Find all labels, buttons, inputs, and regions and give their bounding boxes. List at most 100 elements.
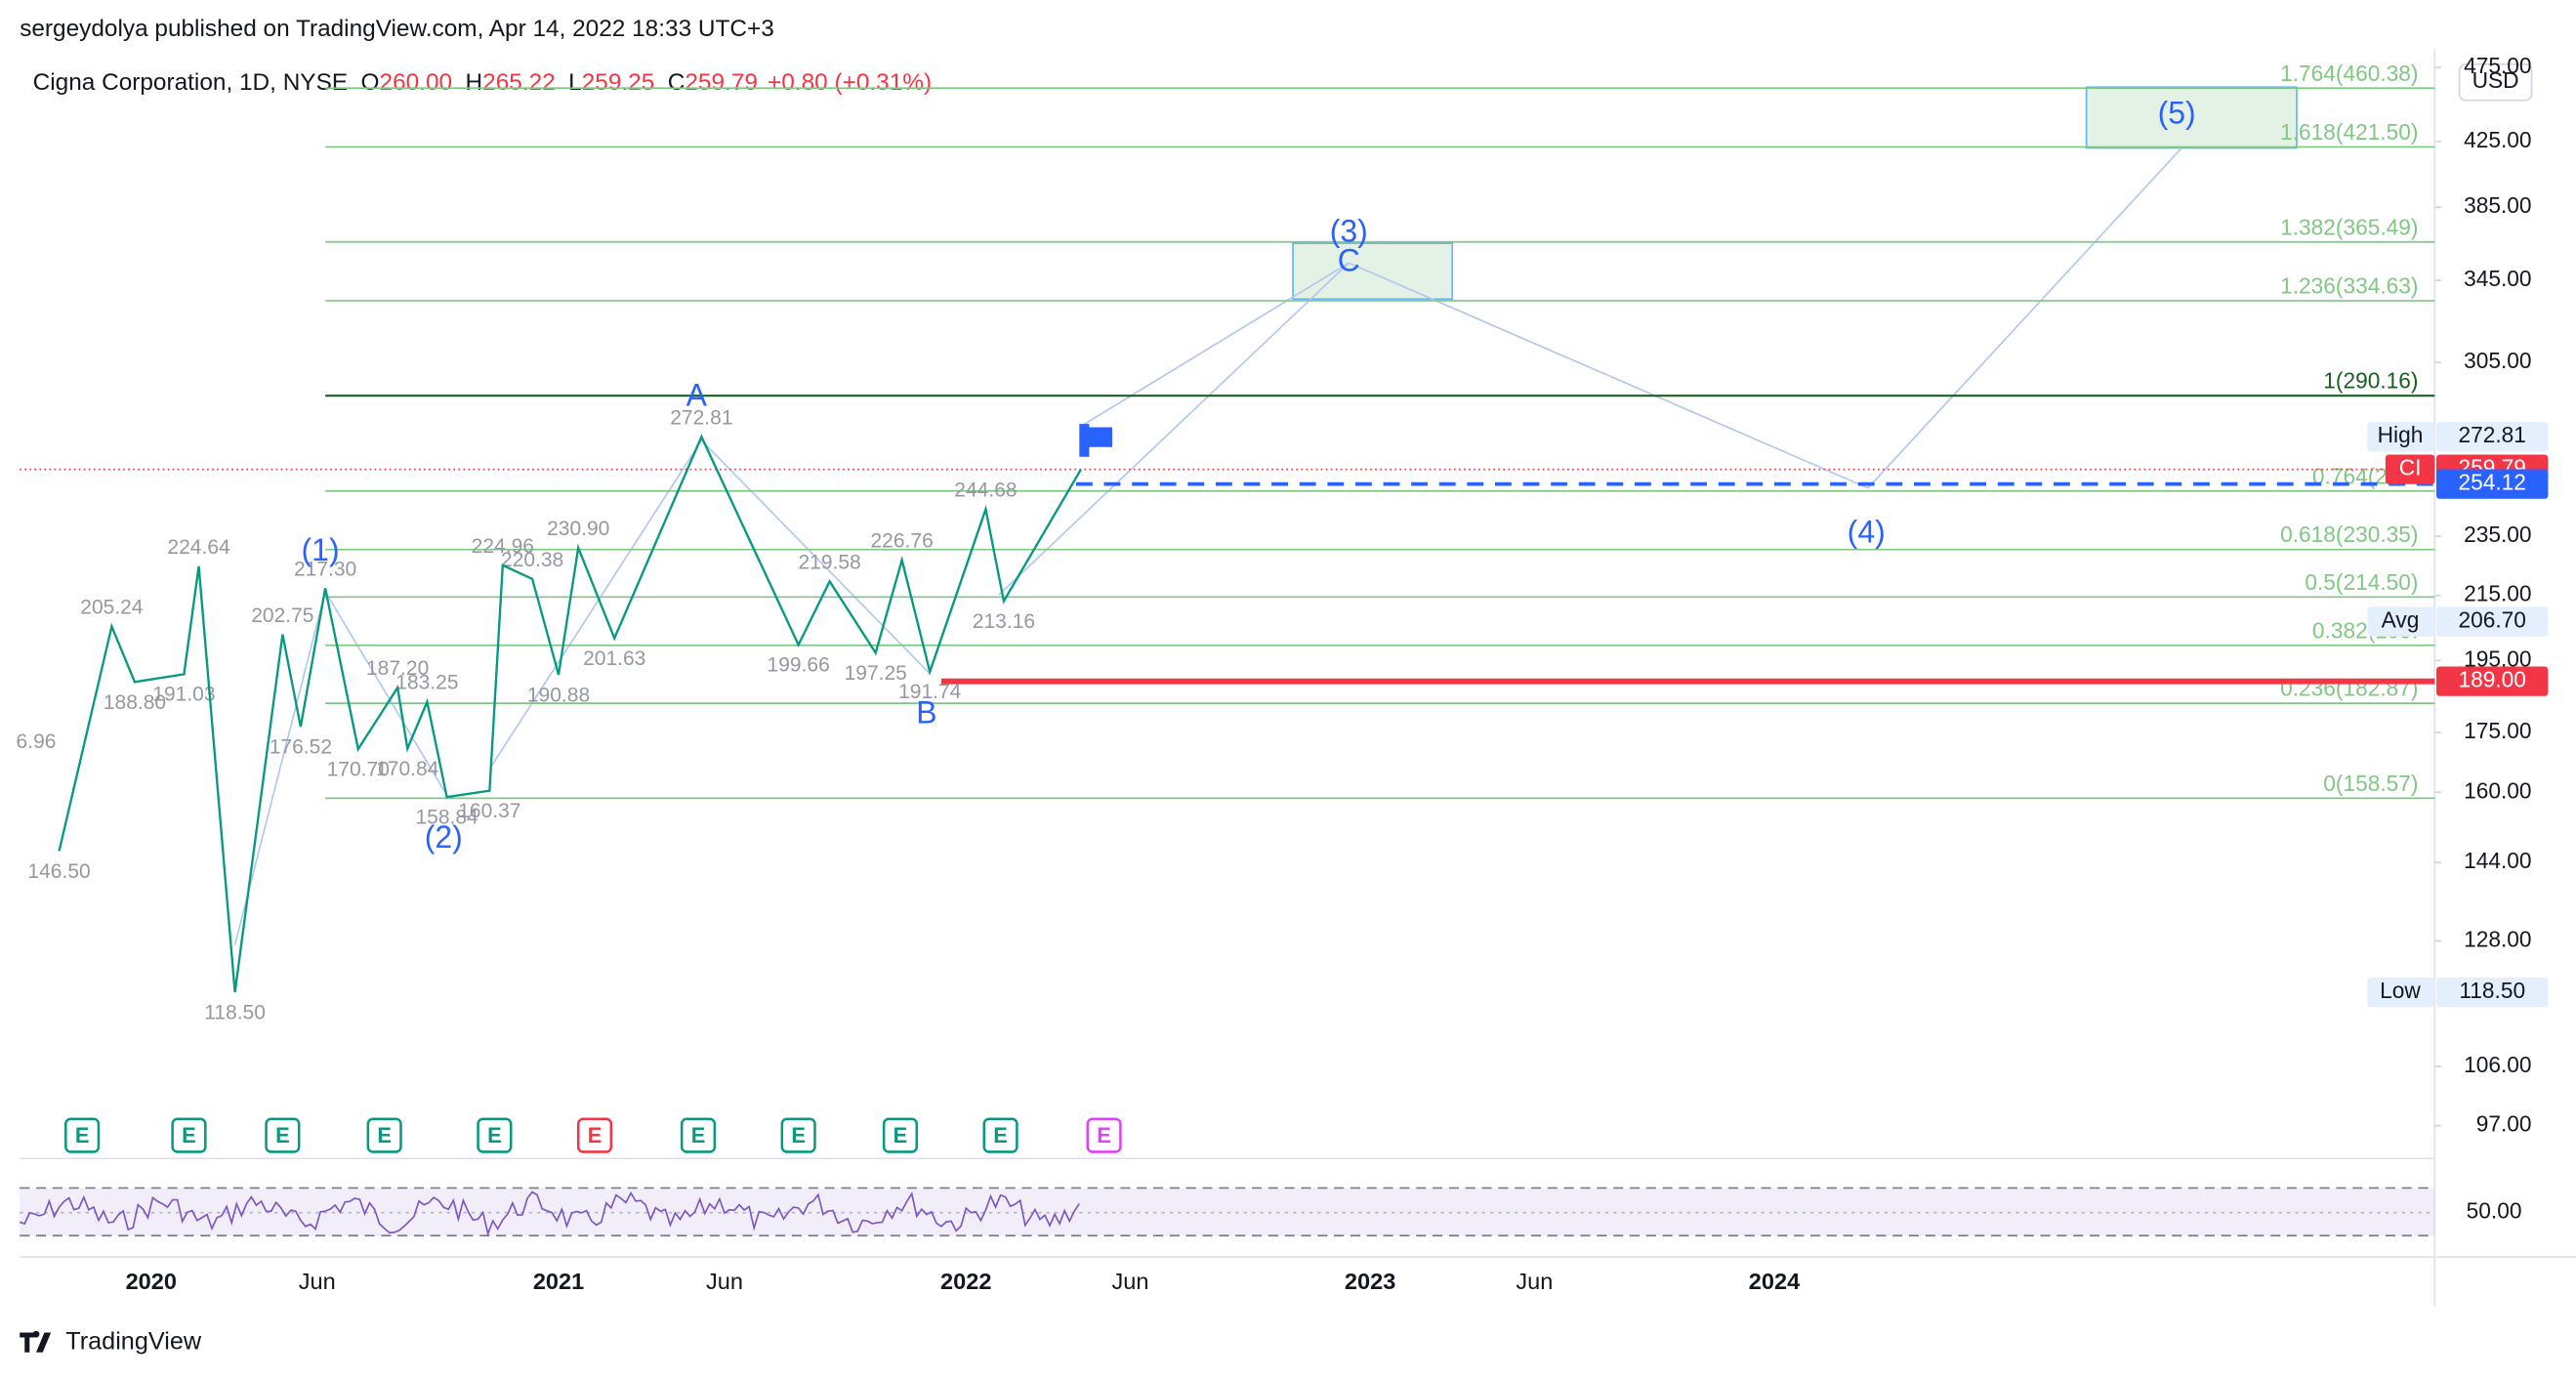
earnings-badge (680, 1117, 717, 1153)
projection-line (1348, 262, 1869, 489)
swing-label: 191.03 (152, 684, 215, 706)
fib-label: 1.382(365.49) (2280, 214, 2418, 239)
earnings-letter: E (487, 1123, 502, 1148)
badge-name: Low (2380, 978, 2421, 1003)
price-tick-label: 128.00 (2464, 926, 2531, 951)
time-label: Jun (706, 1269, 743, 1294)
earnings-letter: E (791, 1123, 806, 1148)
price-badge-label: 254.12 (2458, 470, 2525, 495)
price-tick-label: 215.00 (2464, 581, 2531, 606)
time-label: 2020 (126, 1269, 177, 1294)
wave-label: (4) (1848, 514, 1886, 549)
time-label: Jun (1112, 1269, 1149, 1294)
symbol-line: Cigna Corporation, 1D, NYSE O260.00 H265.2… (33, 69, 932, 96)
tradingview-logo (20, 1330, 52, 1353)
ohlc-value: 259.79 (685, 69, 758, 96)
badge-name-box (2385, 454, 2435, 484)
earnings-badge (780, 1117, 816, 1153)
swing-label: 244.68 (954, 480, 1017, 502)
price-tick-label: 345.00 (2464, 266, 2531, 291)
price-tick-label: 235.00 (2464, 522, 2531, 547)
swing-label: 146.50 (27, 860, 90, 883)
brand: TradingView (65, 1327, 202, 1355)
swing-label: 191.74 (898, 681, 962, 703)
swing-label: 187.20 (366, 657, 429, 680)
earnings-letter: E (1097, 1123, 1111, 1148)
currency[interactable]: USD (2472, 67, 2519, 93)
price-tick-label: 475.00 (2464, 53, 2531, 78)
price-tick-label: 385.00 (2464, 192, 2531, 218)
logo-mark (20, 1330, 52, 1353)
price-badge-label: 189.00 (2458, 667, 2525, 692)
target-box-5 (2085, 86, 2298, 149)
swing-label: 6.96 (17, 730, 57, 753)
time-label: 2024 (1749, 1269, 1800, 1294)
swing-label: 205.24 (80, 596, 144, 618)
fib-label: 0.618(230.35) (2280, 522, 2418, 547)
badge-name: CI (2399, 455, 2422, 480)
symbol: Cigna Corporation, 1D, NYSE (33, 69, 348, 96)
badge-name: Avg (2382, 607, 2420, 633)
wave-label: (5) (2158, 95, 2196, 130)
earnings-badge (1086, 1117, 1122, 1153)
swing-label: 188.80 (104, 691, 166, 714)
swing-label: 213.16 (973, 610, 1035, 633)
fib-label: 1.618(421.50) (2280, 119, 2418, 145)
earnings-letter: E (588, 1123, 602, 1148)
badge-name-box (2367, 606, 2435, 637)
swing-label: 183.25 (395, 672, 458, 694)
swing-label: 217.30 (294, 558, 356, 580)
swing-label: 190.88 (527, 684, 590, 706)
ohlc-key: C (668, 69, 686, 96)
projection-line (700, 439, 931, 675)
swing-label: 197.25 (845, 662, 907, 685)
earnings-letter: E (377, 1123, 392, 1148)
wave-label: C (1338, 243, 1360, 278)
badge-name-box (2367, 977, 2435, 1008)
projection-line (1078, 262, 1350, 429)
price-tick-label: 97.00 (2476, 1111, 2532, 1137)
swing-label: 199.66 (768, 654, 830, 677)
price-badge-label: 118.50 (2459, 978, 2525, 1003)
price-badge-label: 272.81 (2458, 422, 2525, 447)
change: +0.80 (+0.31%) (768, 69, 932, 96)
rsi-level-label: 50.00 (2467, 1198, 2522, 1224)
time-label: 2022 (940, 1269, 991, 1294)
ohlc-key: H (466, 69, 483, 96)
swing-label: 230.90 (547, 518, 609, 540)
swing-label: 176.52 (270, 736, 332, 759)
earnings-badge (982, 1117, 1018, 1153)
earnings-badge (576, 1117, 613, 1153)
swing-label: 170.70 (327, 759, 390, 781)
time-label: 2023 (1345, 1269, 1395, 1294)
currency-button[interactable] (2458, 63, 2533, 102)
price-tick-label: 305.00 (2464, 348, 2531, 373)
time-label: Jun (1516, 1269, 1553, 1294)
flag (1079, 424, 1112, 457)
swing-label: 272.81 (670, 406, 732, 429)
byline: sergeydolya published on TradingView.com… (20, 16, 774, 42)
ohlc-value: 265.22 (482, 69, 556, 96)
price-badge-label: 206.70 (2458, 607, 2525, 633)
earnings-badge (366, 1117, 402, 1153)
price-badge (2435, 469, 2549, 499)
price-badge (2435, 977, 2549, 1008)
swing-label: 220.38 (501, 549, 563, 571)
fib-label: 1(290.16) (2323, 368, 2418, 394)
price-tick-label: 144.00 (2464, 848, 2531, 873)
earnings-letter: E (75, 1123, 90, 1148)
swing-label: 219.58 (798, 551, 860, 573)
price-tick-label: 175.00 (2464, 718, 2531, 743)
swing-label: 160.37 (458, 800, 520, 822)
swing-label: 202.75 (251, 605, 313, 627)
swing-label: 224.64 (167, 536, 230, 559)
swing-label: 170.84 (376, 758, 439, 780)
earnings-badge (171, 1117, 207, 1153)
wave-label: B (916, 694, 936, 730)
swing-label: 226.76 (870, 529, 933, 552)
earnings-letter: E (691, 1123, 706, 1148)
fib-label: 0(158.57) (2323, 771, 2418, 796)
swing-label: 224.96 (472, 535, 534, 558)
projection-line (324, 591, 448, 796)
